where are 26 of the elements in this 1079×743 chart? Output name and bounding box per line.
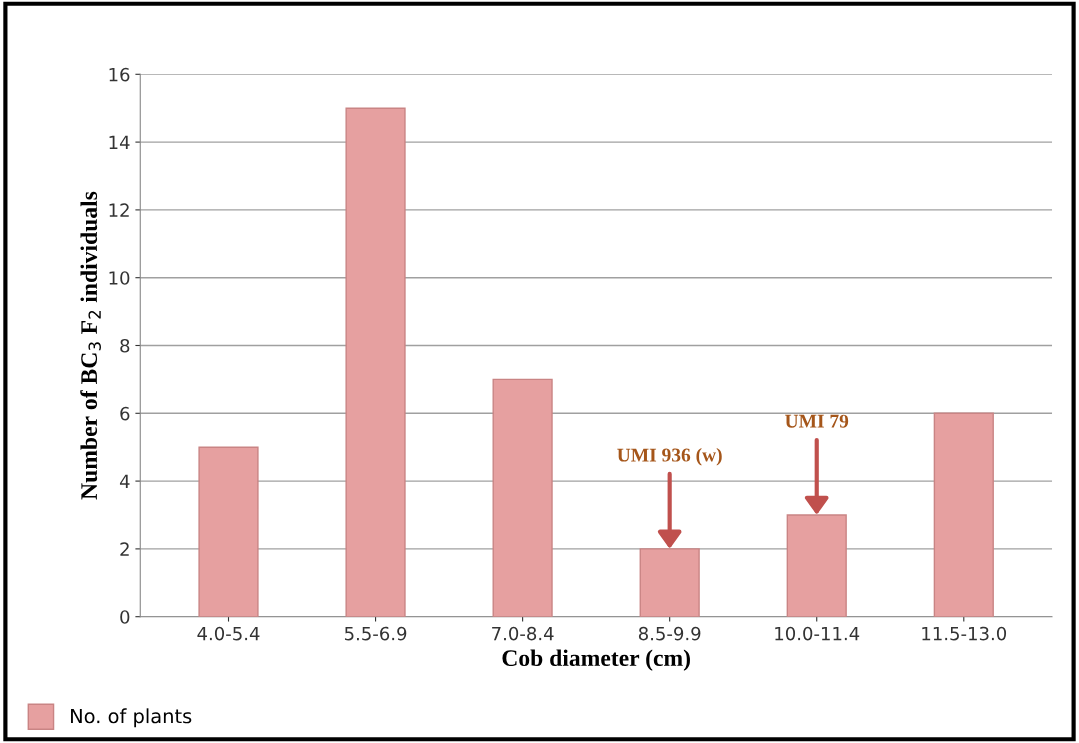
y-axis-title: Number of BC$_{3}$ F$_{2}$ individuals [80, 191, 101, 500]
legend-label: No. of plants [71, 708, 192, 728]
y-tick-label: 6 [120, 406, 130, 421]
bar [639, 548, 700, 617]
x-tick-label: 10.0-11.4 [775, 626, 860, 641]
y-tick-label: 4 [119, 474, 130, 488]
y-tick-label: 8 [120, 338, 130, 353]
x-tick-label: 7.0-8.4 [492, 626, 554, 641]
y-tick-label: 16 [109, 67, 130, 82]
x-tick-label: 11.5-13.0 [922, 626, 1007, 641]
y-tick-label: 14 [109, 135, 130, 149]
y-tick-label: 2 [120, 542, 129, 556]
bar [492, 378, 553, 617]
annotation: UMI 79 [785, 414, 849, 428]
bar [345, 107, 406, 617]
x-tick-label: 8.5-9.9 [638, 626, 701, 641]
x-axis-title: Cob diameter (cm) [502, 649, 690, 671]
y-tick-label: 0 [120, 610, 130, 624]
y-tick-label: 10 [109, 271, 130, 285]
x-tick-label: 5.5-6.9 [344, 626, 407, 641]
bar [198, 446, 259, 617]
annotation: UMI 936 (w) [617, 447, 722, 466]
bar [933, 412, 994, 617]
x-tick-label: 4.0-5.4 [197, 626, 260, 641]
bar [786, 514, 847, 617]
y-tick-label: 12 [109, 203, 129, 217]
